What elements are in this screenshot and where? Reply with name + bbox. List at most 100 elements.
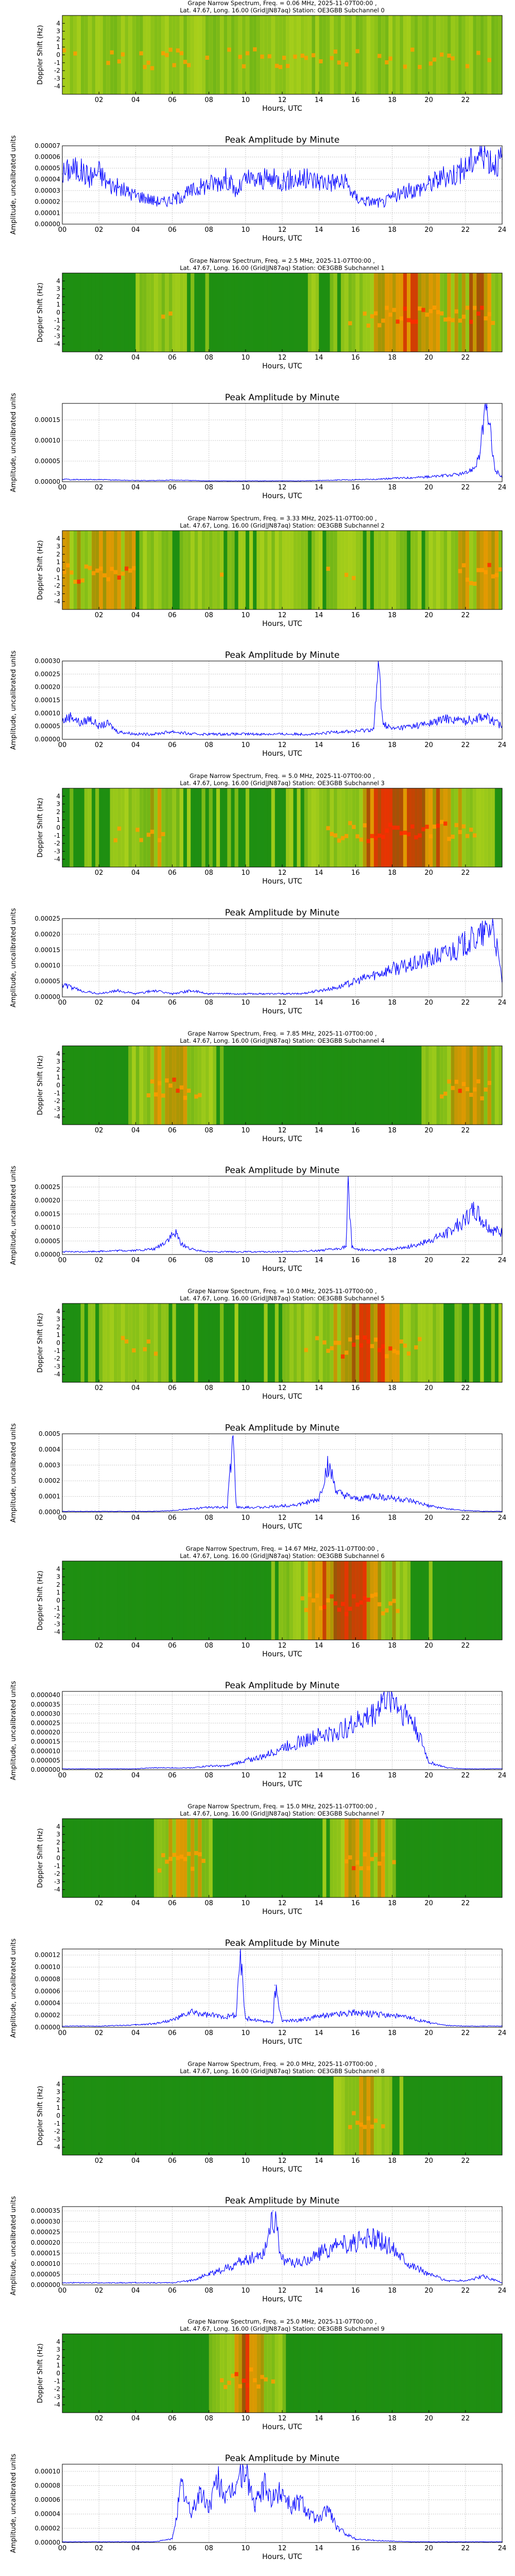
spectrum-column (161, 531, 165, 609)
spectrum-column (165, 1561, 169, 1640)
y-tick-label: -1 (54, 1862, 60, 1870)
doppler-trace (491, 320, 495, 325)
spectrum-column (113, 1046, 118, 1125)
doppler-trace (77, 579, 81, 584)
data-point (181, 2485, 182, 2486)
x-tick-label: 24 (498, 226, 507, 234)
spectrum-column (344, 15, 349, 94)
data-point (465, 720, 466, 722)
spectrum-column (249, 1303, 253, 1382)
spectrum-column (432, 1046, 437, 1125)
spectrum-column (293, 1046, 297, 1125)
spectrum-column (256, 531, 261, 609)
spectrum-column (458, 1303, 462, 1382)
doppler-trace (73, 580, 77, 584)
spectrum-column (352, 531, 356, 609)
spectrum-column (128, 1561, 132, 1640)
spectrum-column (194, 1561, 198, 1640)
spectrum-column (399, 1561, 404, 1640)
spectrum-column (212, 2076, 217, 2155)
amplitude-chart-5: Peak Amplitude by Minute0.00000.00010.00… (10, 1423, 506, 1531)
spectrum-column (209, 1561, 213, 1640)
spectrum-column (319, 788, 323, 867)
x-tick-label: 14 (315, 2157, 323, 2165)
spectrum-column (77, 1819, 81, 1897)
data-point (447, 1509, 448, 1510)
spectrum-column (274, 788, 279, 867)
y-tick-label: 4 (56, 20, 60, 27)
spectrum-column (315, 1819, 319, 1897)
data-point (239, 1952, 241, 1953)
doppler-trace (370, 2124, 374, 2129)
data-point (428, 2022, 430, 2023)
spectrum-column (165, 788, 169, 867)
amplitude-title: Peak Amplitude by Minute (225, 1938, 340, 1948)
spectrum-column (135, 2076, 140, 2155)
spectrum-column (260, 1303, 264, 1382)
x-tick-label: 20 (424, 1127, 433, 1134)
y-tick-label: 0.00007 (35, 142, 60, 149)
spectrum-column (91, 1046, 96, 1125)
spectrum-column (227, 15, 231, 94)
spectrum-column (99, 1819, 103, 1897)
spectrum-column (476, 788, 480, 867)
data-point (318, 1250, 319, 1251)
x-axis-label: Hours, UTC (262, 1265, 302, 1273)
doppler-trace (436, 310, 440, 314)
doppler-trace (198, 1093, 202, 1097)
spectrum-column (465, 1819, 470, 1897)
data-point (245, 1760, 246, 1761)
spectrum-column (150, 2076, 154, 2155)
spectrum-column (117, 273, 122, 352)
spectrum-column (212, 1303, 217, 1382)
spectrum-column (494, 1303, 499, 1382)
spectrum-column (388, 1303, 392, 1382)
spectrum-column (319, 1561, 323, 1640)
spectrum-column (494, 1819, 499, 1897)
spectrum-column (410, 1303, 415, 1382)
doppler-trace (480, 306, 484, 310)
x-tick-label: 06 (168, 2287, 177, 2295)
spectrum-column (198, 1561, 202, 1640)
x-tick-label: 04 (131, 741, 140, 749)
doppler-trace (158, 838, 162, 842)
x-tick-label: 16 (351, 2415, 360, 2422)
x-tick-label: 22 (461, 2287, 470, 2295)
doppler-trace (249, 2367, 253, 2372)
y-tick-label: 0.00004 (35, 1999, 60, 2007)
data-point (336, 2246, 338, 2247)
spectrum-column (458, 2334, 462, 2413)
spectrum-column (428, 1046, 433, 1125)
spectrum-column (158, 788, 162, 867)
spectrum-column (165, 1046, 169, 1125)
doppler-trace (183, 1095, 187, 1100)
spectrum-column (487, 1819, 492, 1897)
data-point (410, 1246, 411, 1247)
data-point (410, 2541, 411, 2543)
x-tick-label: 06 (168, 2029, 177, 2037)
doppler-trace (469, 1092, 473, 1097)
doppler-trace (465, 834, 470, 838)
spectrum-column (117, 531, 122, 609)
doppler-trace (385, 306, 389, 310)
y-tick-label: -1 (54, 1090, 60, 1097)
y-tick-label: 3 (56, 1831, 60, 1838)
y-tick-label: 0.000010 (31, 2260, 60, 2267)
doppler-trace (363, 823, 367, 827)
doppler-trace (399, 831, 404, 836)
y-tick-label: 0.00001 (35, 209, 60, 216)
spectrum-column (388, 2334, 392, 2413)
doppler-trace (465, 1087, 470, 1092)
data-point (447, 2541, 448, 2543)
x-tick-label: 20 (424, 2287, 433, 2295)
doppler-trace (344, 1350, 349, 1355)
x-tick-label: 18 (388, 869, 397, 877)
spectrum-column (99, 2334, 103, 2413)
spectrum-column (396, 15, 400, 94)
spectrum-column (146, 1046, 151, 1125)
x-tick-label: 22 (461, 354, 470, 362)
doppler-trace (172, 63, 177, 67)
spectrum-column (205, 788, 210, 867)
spectrum-column (245, 531, 250, 609)
spectrum-column (179, 1303, 184, 1382)
